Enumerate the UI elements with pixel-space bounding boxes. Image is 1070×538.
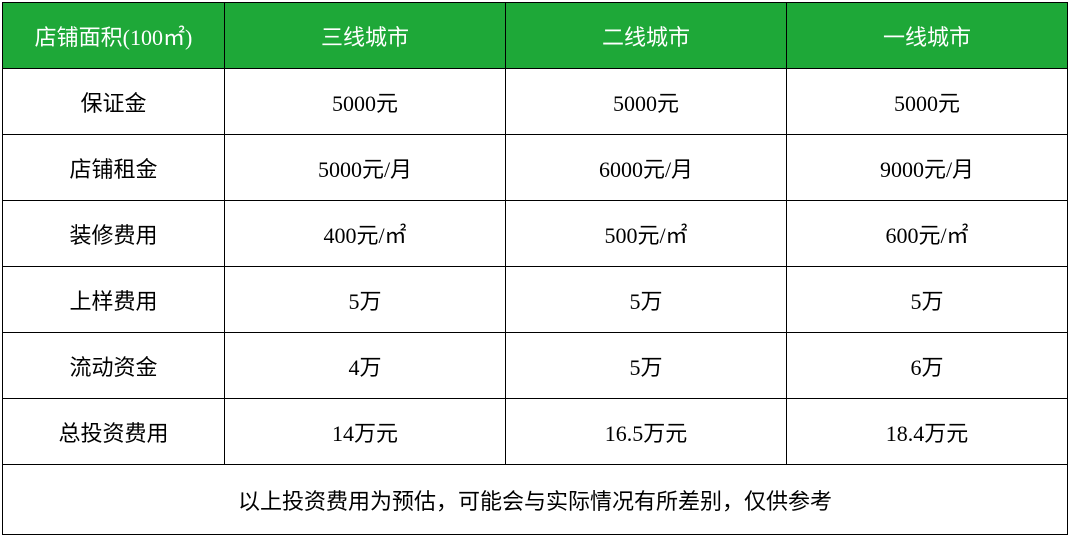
cell-value: 5万	[787, 267, 1068, 333]
cell-value: 18.4万元	[787, 399, 1068, 465]
cell-value: 9000元/月	[787, 135, 1068, 201]
cell-value: 5000元	[225, 69, 506, 135]
cell-value: 6000元/月	[506, 135, 787, 201]
table-row: 店铺租金 5000元/月 6000元/月 9000元/月	[3, 135, 1068, 201]
cell-value: 16.5万元	[506, 399, 787, 465]
header-tier1-city: 一线城市	[787, 3, 1068, 69]
pricing-table-container: 店铺面积(100㎡) 三线城市 二线城市 一线城市 保证金 5000元 5000…	[2, 2, 1068, 535]
row-label-total: 总投资费用	[3, 399, 225, 465]
table-row: 流动资金 4万 5万 6万	[3, 333, 1068, 399]
cell-value: 14万元	[225, 399, 506, 465]
cell-value: 6万	[787, 333, 1068, 399]
header-tier2-city: 二线城市	[506, 3, 787, 69]
row-label-rent: 店铺租金	[3, 135, 225, 201]
cell-value: 5000元	[506, 69, 787, 135]
cell-value: 5万	[506, 267, 787, 333]
cell-value: 5000元	[787, 69, 1068, 135]
table-header-row: 店铺面积(100㎡) 三线城市 二线城市 一线城市	[3, 3, 1068, 69]
cell-value: 600元/㎡	[787, 201, 1068, 267]
cell-value: 5万	[506, 333, 787, 399]
row-label-working-capital: 流动资金	[3, 333, 225, 399]
cell-value: 5000元/月	[225, 135, 506, 201]
table-row: 保证金 5000元 5000元 5000元	[3, 69, 1068, 135]
cell-value: 500元/㎡	[506, 201, 787, 267]
table-row: 总投资费用 14万元 16.5万元 18.4万元	[3, 399, 1068, 465]
cell-value: 5万	[225, 267, 506, 333]
row-label-sample: 上样费用	[3, 267, 225, 333]
pricing-table: 店铺面积(100㎡) 三线城市 二线城市 一线城市 保证金 5000元 5000…	[2, 2, 1068, 535]
row-label-deposit: 保证金	[3, 69, 225, 135]
cell-value: 4万	[225, 333, 506, 399]
table-row: 上样费用 5万 5万 5万	[3, 267, 1068, 333]
footer-disclaimer: 以上投资费用为预估，可能会与实际情况有所差别，仅供参考	[3, 465, 1068, 535]
header-tier3-city: 三线城市	[225, 3, 506, 69]
table-footer-row: 以上投资费用为预估，可能会与实际情况有所差别，仅供参考	[3, 465, 1068, 535]
header-store-area: 店铺面积(100㎡)	[3, 3, 225, 69]
table-row: 装修费用 400元/㎡ 500元/㎡ 600元/㎡	[3, 201, 1068, 267]
row-label-renovation: 装修费用	[3, 201, 225, 267]
cell-value: 400元/㎡	[225, 201, 506, 267]
